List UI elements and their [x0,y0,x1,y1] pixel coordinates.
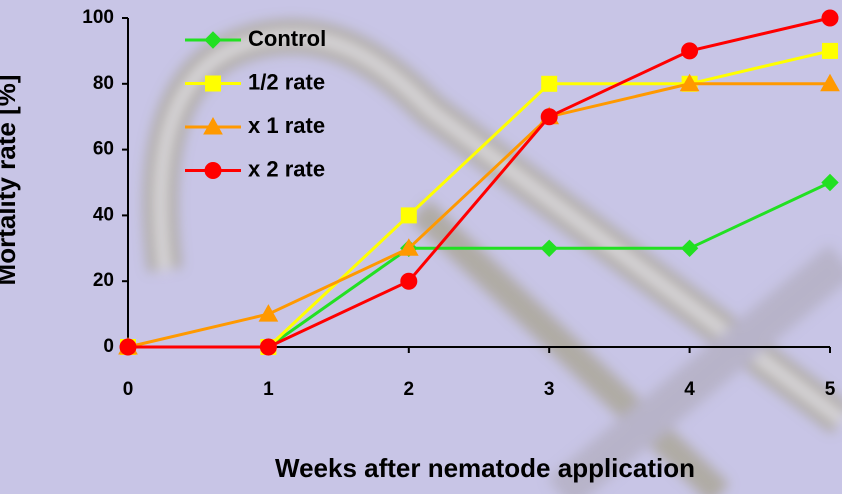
x-tick-label: 0 [123,379,134,400]
marker-circle [204,162,222,179]
marker-diamond [680,239,699,258]
marker-diamond [821,173,839,192]
series-line [128,16,831,349]
y-tick-label: 100 [82,7,114,28]
marker-diamond [540,239,558,258]
legend-label: 1/2 rate [248,69,325,94]
x-axis-title: Weeks after nematode application [275,453,695,483]
marker-square [541,75,558,92]
marker-circle [400,272,418,290]
marker-circle [681,42,699,60]
marker-circle [821,9,839,27]
marker-triangle [820,73,840,92]
marker-square [400,207,417,224]
x-tick-label: 3 [544,379,555,400]
marker-circle [540,108,558,126]
marker-triangle [398,238,419,256]
marker-triangle [203,116,223,135]
x-tick-label: 4 [684,379,695,400]
y-tick-label: 0 [103,336,114,357]
x-tick-label: 5 [825,379,836,400]
y-tick-label: 40 [93,204,114,225]
axes: Weeks after nematode application Mortali… [0,75,695,483]
y-tick-label: 20 [93,270,114,291]
series-line [127,82,830,349]
marker-triangle [679,73,700,92]
background-photo [143,19,842,494]
y-tick-label: 60 [93,139,114,160]
marker-diamond [204,31,222,49]
marker-triangle [258,304,279,322]
legend-label: x 1 rate [248,113,325,138]
x-tick-label: 2 [404,379,415,400]
y-axis-title: Mortality rate [%] [0,75,21,286]
legend-label: Control [248,26,326,51]
marker-square [822,42,838,59]
legend-label: x 2 rate [248,156,325,181]
x-tick-label: 1 [263,379,274,400]
marker-circle [119,338,137,356]
y-tick-label: 80 [93,73,114,94]
marker-circle [259,338,277,356]
marker-square [205,75,221,92]
series [119,9,839,356]
legend: Control 1/2 rate x 1 rate x 2 rate [185,26,326,181]
